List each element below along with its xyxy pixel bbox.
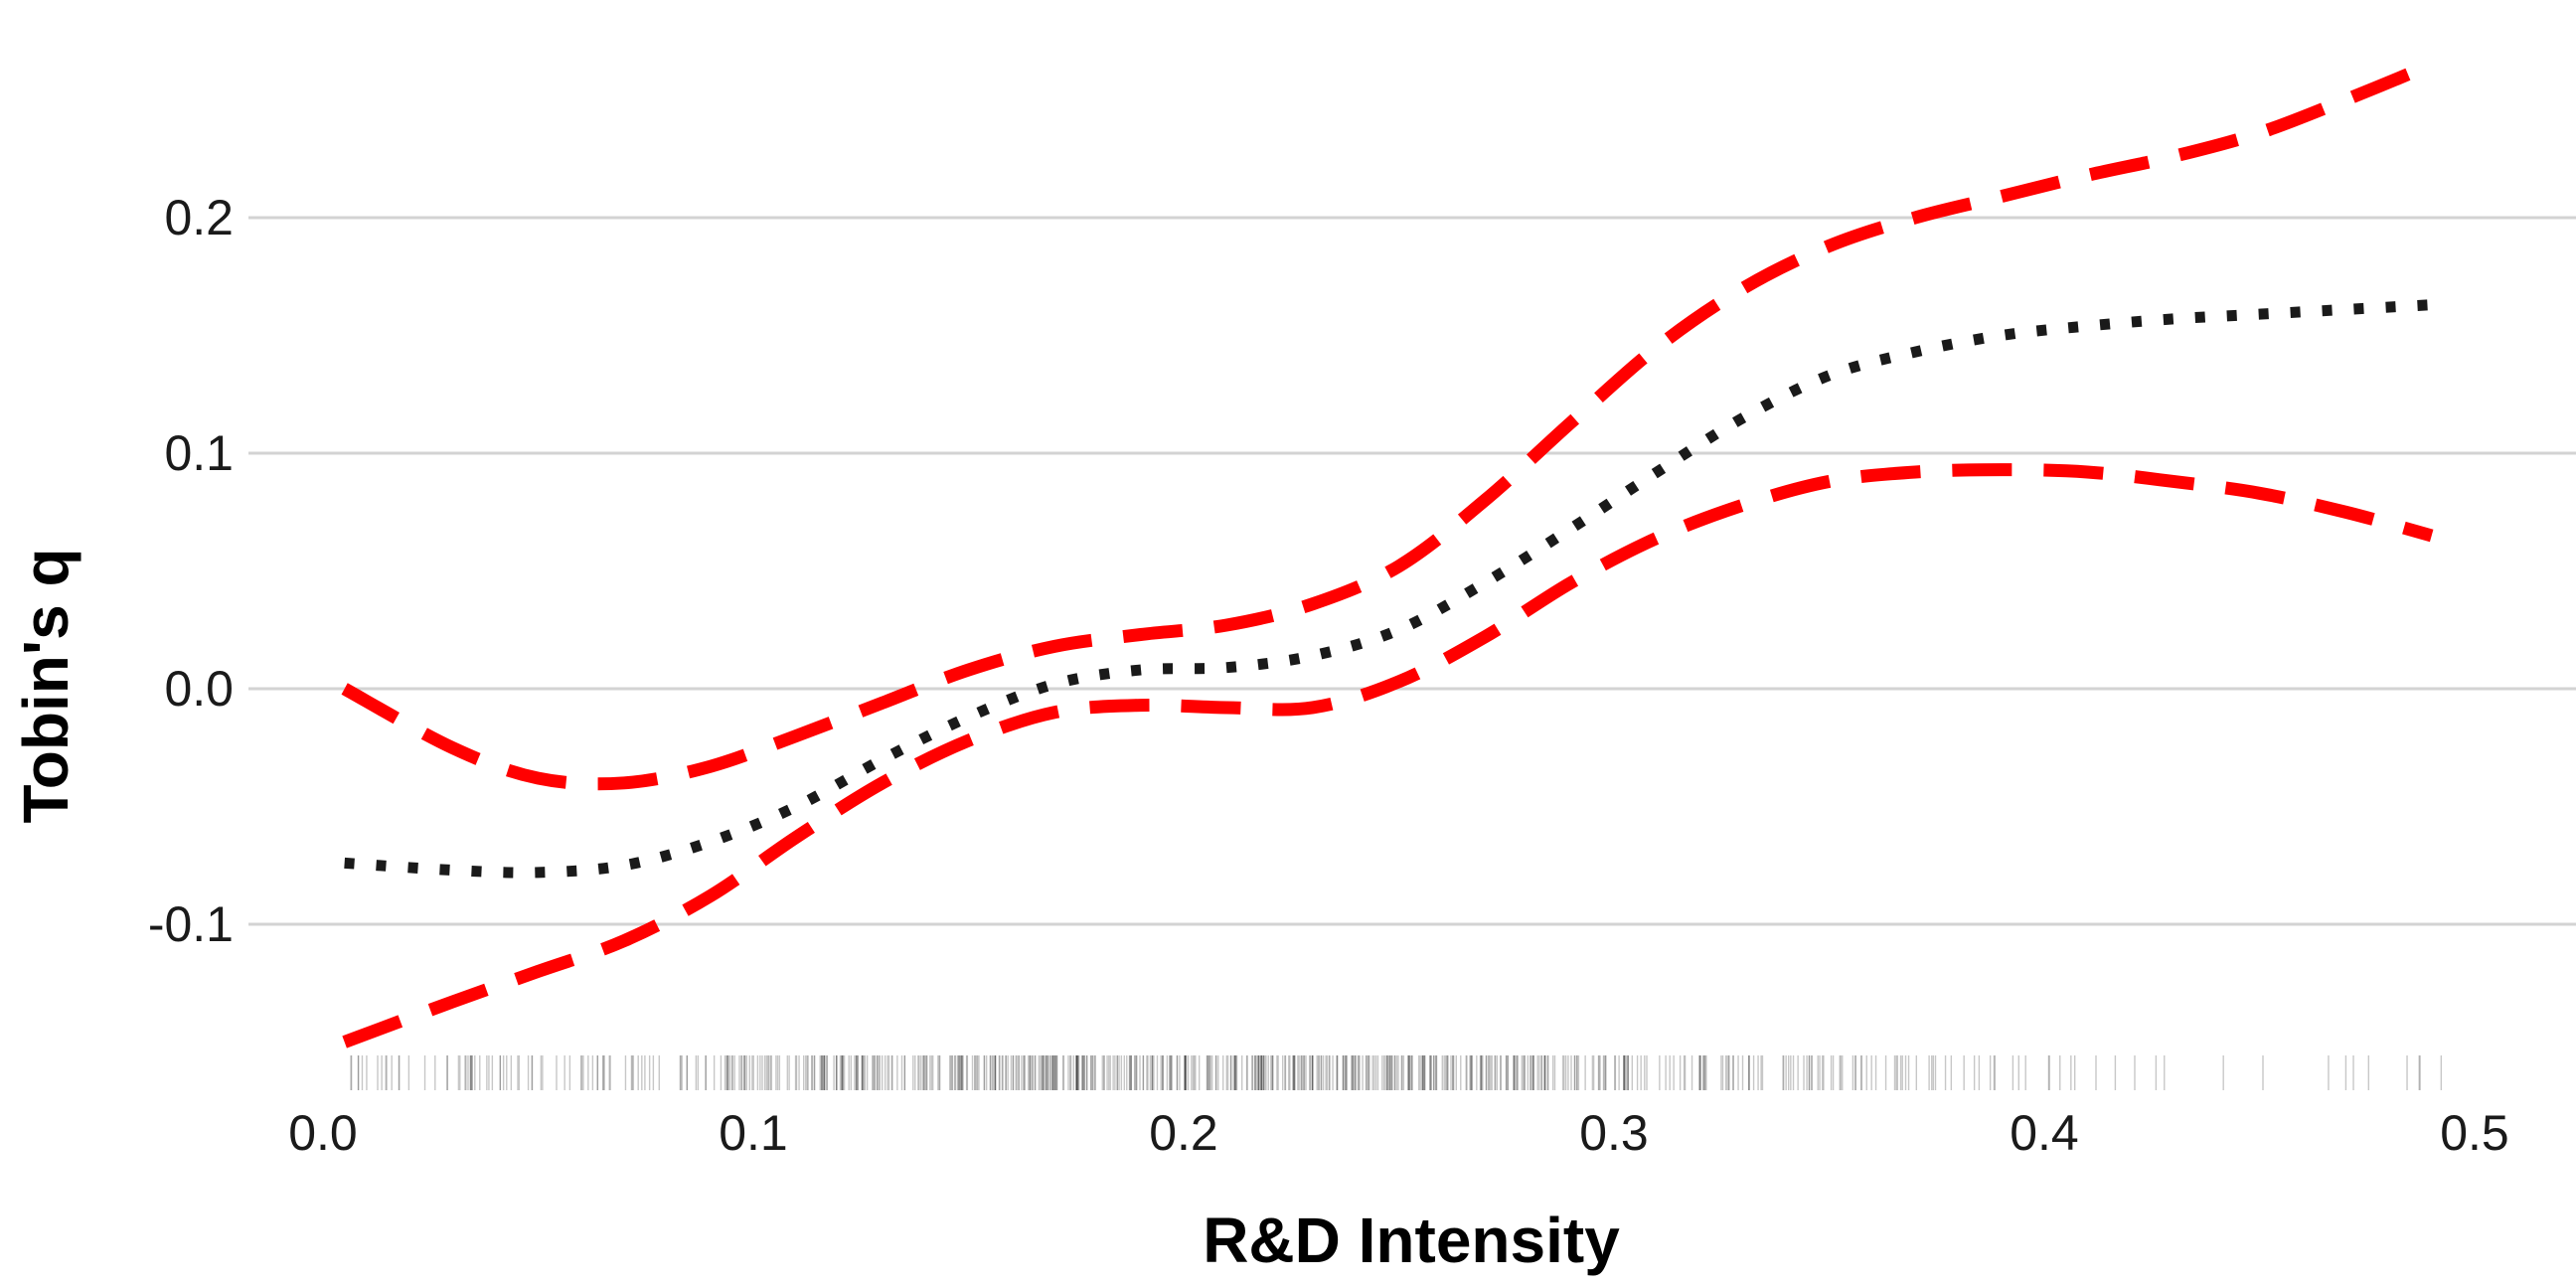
estimate-line xyxy=(344,299,2433,879)
rug-plot xyxy=(350,1055,2443,1090)
upper-bound-line xyxy=(341,58,2435,791)
x-tick-label: 0.1 xyxy=(719,1105,788,1161)
x-axis-title: R&D Intensity xyxy=(1203,1205,1620,1276)
y-tick-label: 0.0 xyxy=(164,661,234,717)
x-tick-label: 0.3 xyxy=(1579,1105,1649,1161)
x-tick-label: 0.4 xyxy=(2010,1105,2079,1161)
y-tick-label: 0.2 xyxy=(164,190,234,245)
y-tick-label: -0.1 xyxy=(148,896,234,952)
lower-bound-line xyxy=(342,463,2434,1048)
y-axis-tick-labels: -0.1 0.0 0.1 0.2 xyxy=(148,190,234,952)
y-axis-title: Tobin's q xyxy=(10,548,81,823)
gridlines xyxy=(248,216,2576,926)
series-lines xyxy=(341,58,2435,1048)
x-tick-label: 0.5 xyxy=(2440,1105,2509,1161)
x-axis-tick-labels: 0.0 0.1 0.2 0.3 0.4 0.5 xyxy=(288,1105,2509,1161)
y-tick-label: 0.1 xyxy=(164,425,234,481)
x-tick-label: 0.2 xyxy=(1149,1105,1218,1161)
x-tick-label: 0.0 xyxy=(288,1105,358,1161)
